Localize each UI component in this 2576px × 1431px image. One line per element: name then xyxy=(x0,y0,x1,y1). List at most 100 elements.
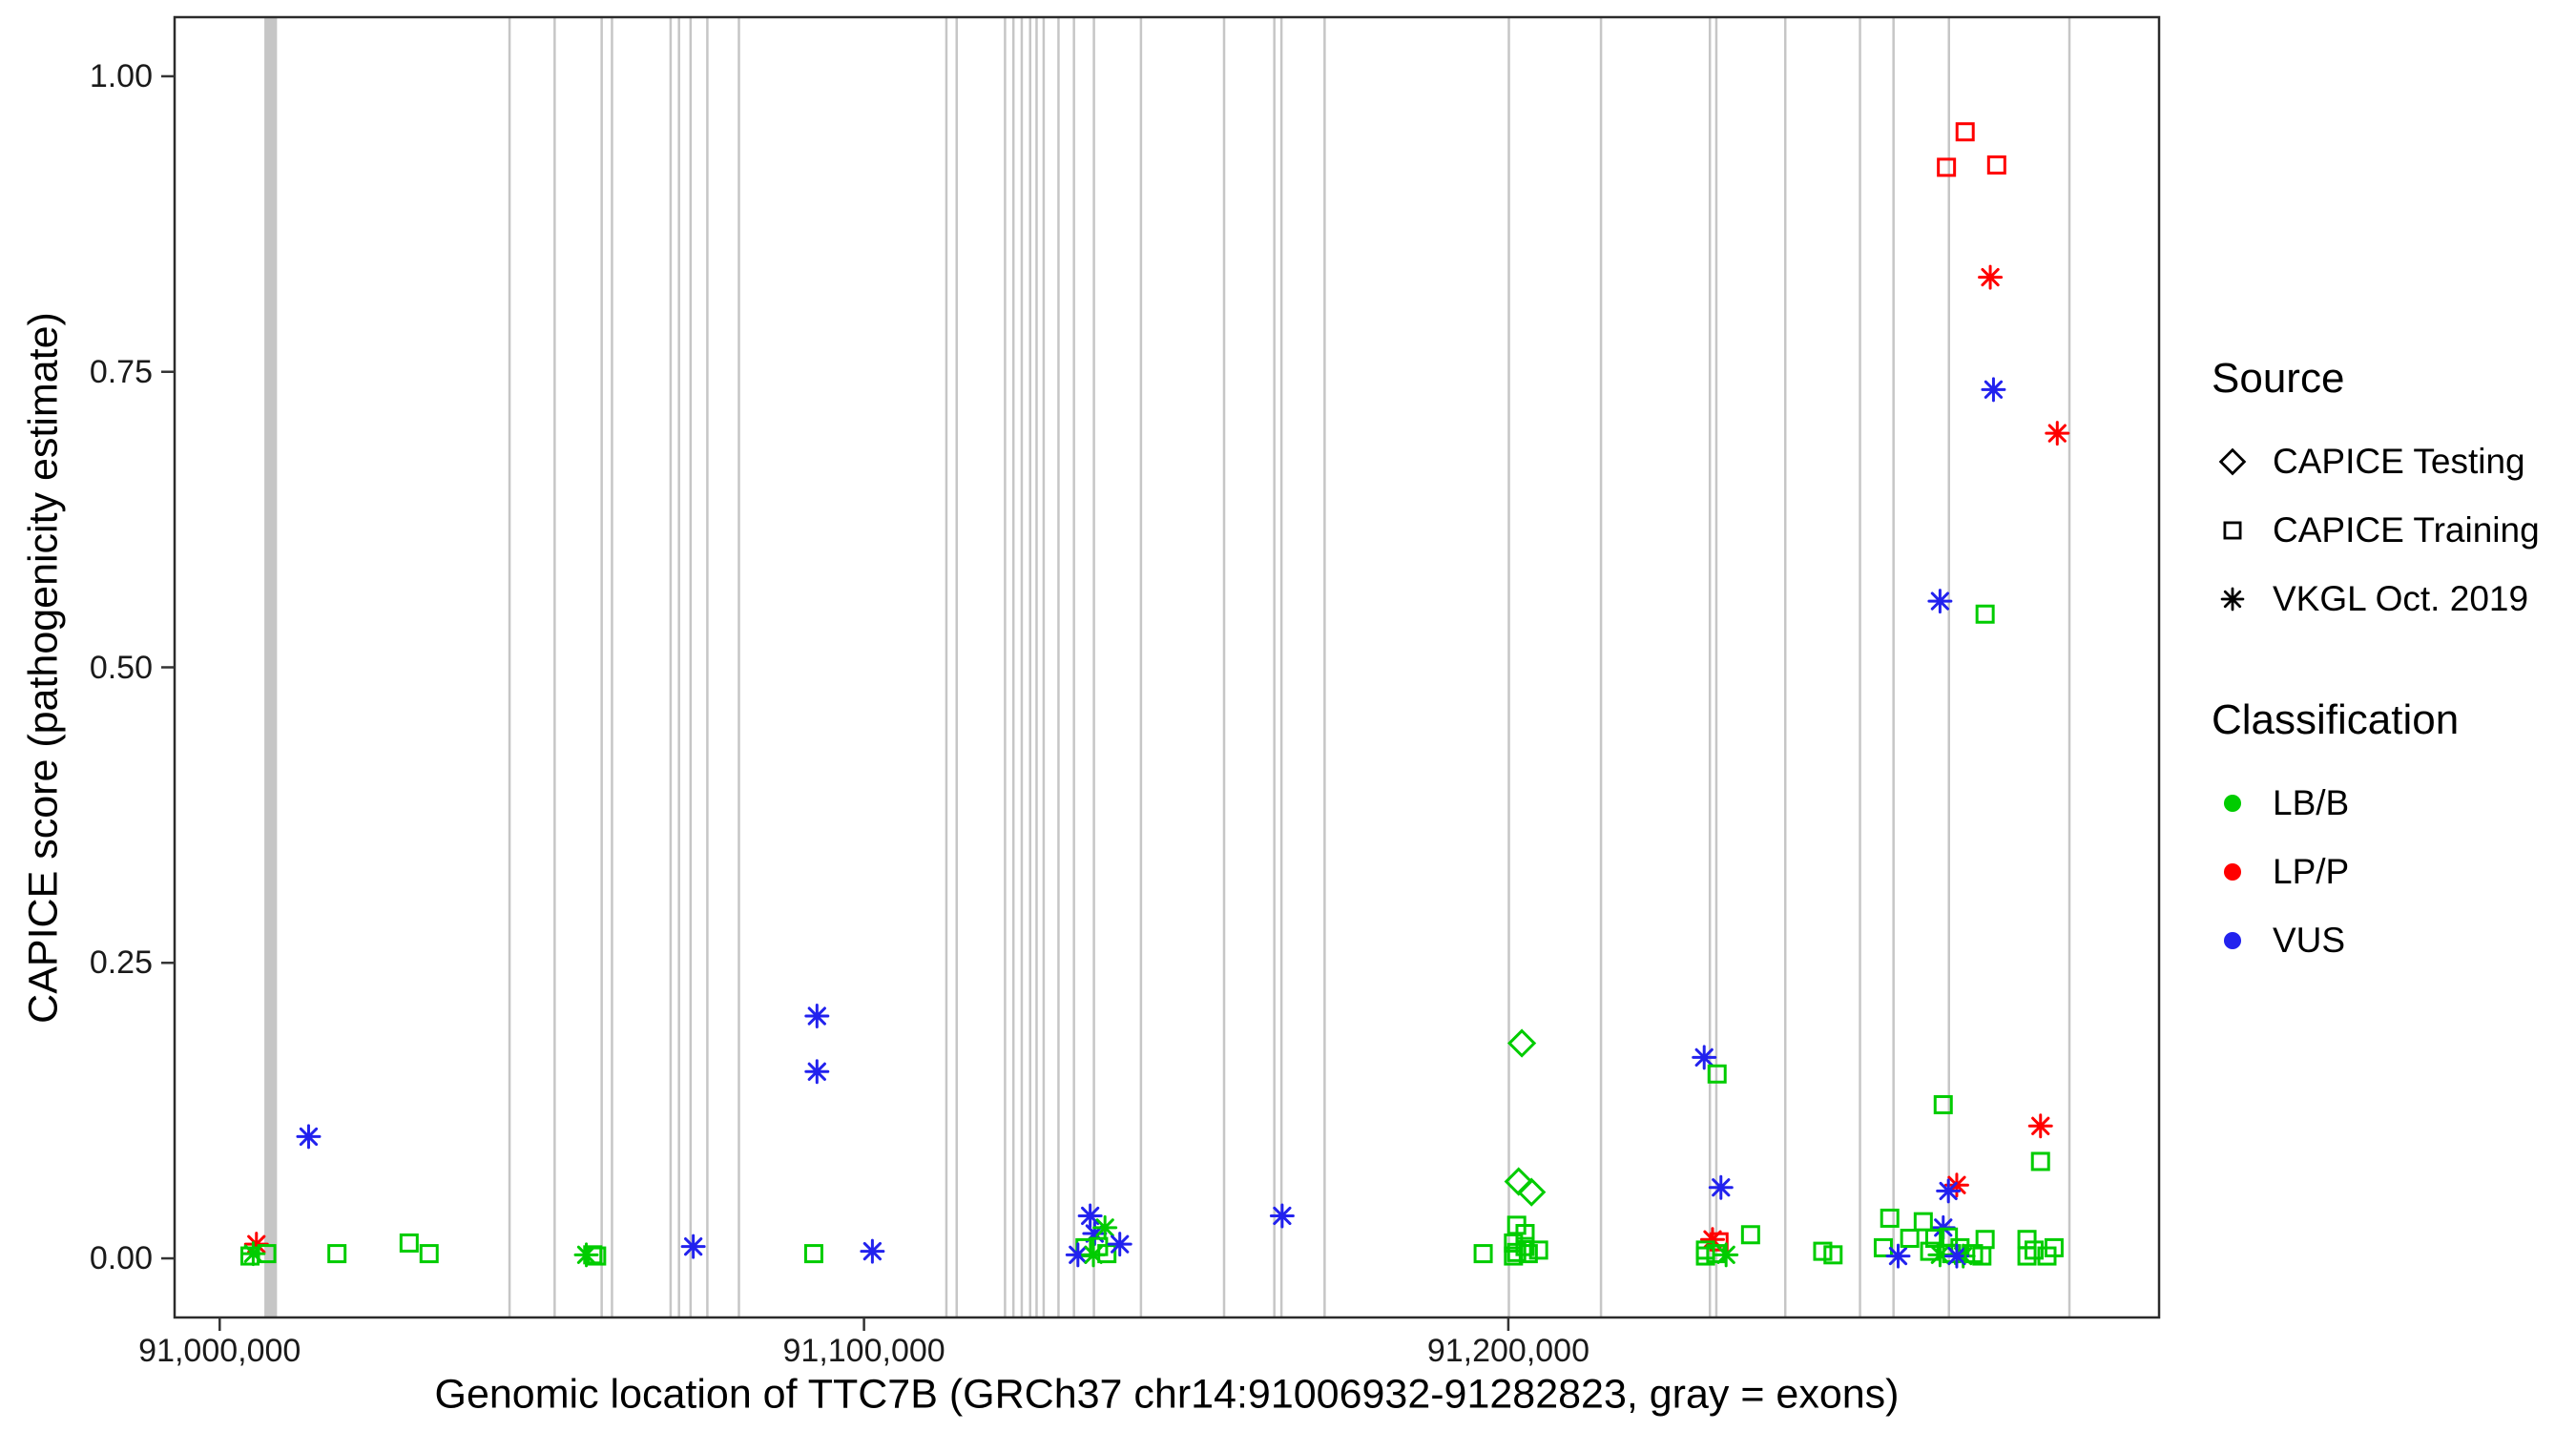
legend-source-title: Source xyxy=(2212,355,2345,402)
data-point xyxy=(2045,421,2070,446)
exon-band xyxy=(677,17,680,1317)
data-point xyxy=(1065,1242,1091,1268)
data-point xyxy=(1517,1177,1547,1207)
data-point xyxy=(1913,1212,1933,1232)
exon-band xyxy=(1092,17,1095,1317)
data-point xyxy=(243,1232,269,1257)
data-point xyxy=(1097,1244,1117,1264)
exon-band xyxy=(1947,17,1950,1317)
data-point xyxy=(296,1124,322,1150)
exon-band xyxy=(600,17,603,1317)
blue-dot-icon xyxy=(2223,931,2242,950)
data-point xyxy=(1933,1094,1953,1114)
data-point xyxy=(2030,1151,2050,1172)
exon-band xyxy=(689,17,693,1317)
data-point xyxy=(1504,1246,1524,1266)
exon-band xyxy=(1783,17,1787,1317)
data-point xyxy=(803,1244,823,1264)
data-point xyxy=(1714,1242,1739,1268)
exon-band xyxy=(1507,17,1510,1317)
diamond-icon xyxy=(2218,447,2247,476)
data-point xyxy=(1927,1242,1953,1268)
legend-source-items: CAPICE Testing CAPICE Training VKGL Oct.… xyxy=(2212,427,2574,633)
data-point xyxy=(1978,264,2004,290)
legend-item-label: VKGL Oct. 2019 xyxy=(2273,579,2529,618)
data-point xyxy=(1695,1246,1715,1266)
data-point xyxy=(1924,1228,1944,1248)
data-point xyxy=(240,1246,260,1266)
data-point xyxy=(1506,1028,1537,1058)
data-point xyxy=(2044,1237,2064,1257)
data-point xyxy=(1504,1167,1533,1196)
data-point xyxy=(1943,1172,1969,1198)
x-axis-tick-label: 91,100,000 xyxy=(782,1333,945,1369)
exon-band xyxy=(1028,17,1031,1317)
data-point xyxy=(1092,1214,1118,1240)
legend-classification-title: Classification xyxy=(2212,696,2460,743)
exon-band xyxy=(737,17,740,1317)
data-point xyxy=(1986,155,2006,175)
square-icon xyxy=(2223,521,2242,540)
y-axis-tick-label: 0.50 xyxy=(89,649,153,686)
data-point xyxy=(1473,1244,1493,1264)
data-point xyxy=(1506,1242,1527,1262)
exon-band xyxy=(955,17,958,1317)
exon-band xyxy=(264,17,278,1317)
data-point xyxy=(399,1233,419,1253)
exon-band xyxy=(1273,17,1276,1317)
data-point xyxy=(1981,377,2006,403)
data-point xyxy=(327,1244,347,1264)
x-axis-tick-label: 91,000,000 xyxy=(138,1333,301,1369)
exon-band xyxy=(553,17,556,1317)
data-point xyxy=(240,1241,266,1267)
exon-band xyxy=(611,17,613,1317)
data-point xyxy=(1700,1227,1725,1253)
data-point xyxy=(1692,1045,1717,1070)
exon-band xyxy=(1139,17,1143,1317)
exon-band xyxy=(1004,17,1007,1317)
exon-band xyxy=(1714,17,1718,1317)
legend-item-label: LB/B xyxy=(2273,783,2350,822)
panel-border xyxy=(173,15,2161,1319)
data-point xyxy=(1955,122,1975,142)
legend-item-vkgl: VKGL Oct. 2019 xyxy=(2212,565,2574,633)
legend-item-vus: VUS xyxy=(2212,906,2574,975)
exon-band xyxy=(706,17,709,1317)
exon-band xyxy=(1599,17,1603,1317)
exon-band xyxy=(1035,17,1038,1317)
legend-item-lbb: LB/B xyxy=(2212,769,2574,838)
exon-band xyxy=(1042,17,1046,1317)
data-point xyxy=(1975,604,1995,624)
y-axis-tick-label: 0.00 xyxy=(89,1240,153,1277)
data-point xyxy=(1107,1232,1132,1257)
legend-classification-items: LB/B LP/P VUS xyxy=(2212,769,2574,975)
data-point xyxy=(1082,1221,1108,1247)
y-axis-tick-label: 0.25 xyxy=(89,944,153,982)
data-point xyxy=(419,1244,439,1264)
asterisk-icon xyxy=(2220,587,2245,612)
data-point xyxy=(1708,1174,1734,1200)
data-point xyxy=(573,1242,599,1268)
exon-band xyxy=(1859,17,1861,1317)
y-axis-tick-label: 0.75 xyxy=(89,353,153,390)
exon-band xyxy=(1279,17,1283,1317)
legend-item-label: CAPICE Training xyxy=(2273,510,2540,550)
data-point xyxy=(1813,1241,1833,1261)
data-point xyxy=(1269,1203,1295,1229)
x-axis-tick-label: 91,200,000 xyxy=(1426,1333,1589,1369)
exon-band xyxy=(2067,17,2071,1317)
data-point xyxy=(2017,1246,2037,1266)
data-point xyxy=(1900,1228,1920,1248)
legend-item-lpp: LP/P xyxy=(2212,838,2574,906)
legend-item-capice-testing: CAPICE Testing xyxy=(2212,427,2574,496)
data-point xyxy=(804,1004,830,1029)
legend-item-label: CAPICE Testing xyxy=(2273,442,2525,481)
data-point xyxy=(1740,1225,1760,1245)
exon-band xyxy=(945,17,948,1317)
data-point xyxy=(860,1238,885,1264)
exon-band xyxy=(1072,17,1075,1317)
data-point xyxy=(1880,1208,1900,1228)
exon-band xyxy=(1057,17,1060,1317)
data-point xyxy=(1927,589,1953,614)
data-point xyxy=(1081,1242,1107,1268)
